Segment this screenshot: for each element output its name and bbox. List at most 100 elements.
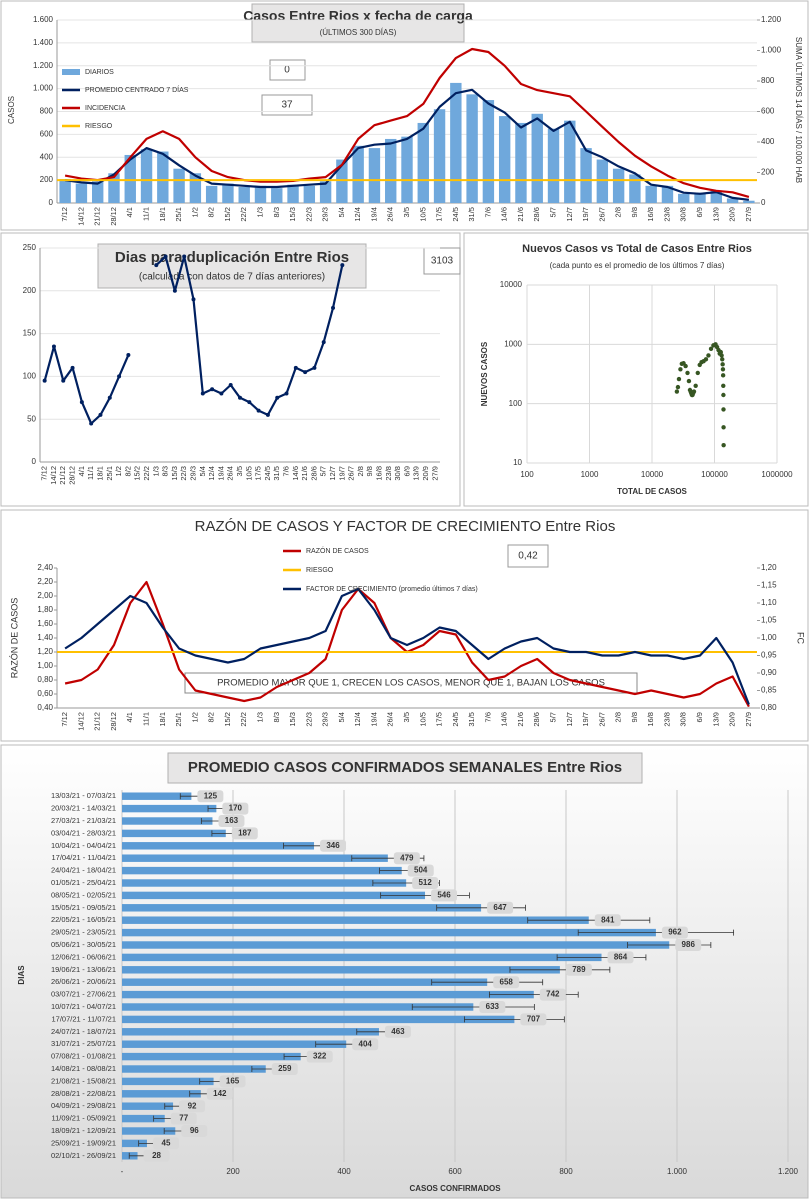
error-bar: [464, 1016, 565, 1023]
bar: [122, 817, 213, 825]
x-tick-label: 28/6: [532, 712, 541, 727]
x-tick-label: 10/5: [418, 712, 427, 727]
y-tick-label: 1,40: [37, 633, 53, 642]
y-tick-label: 28/08/21 - 22/08/21: [51, 1089, 116, 1098]
x-tick-label: 4/1: [125, 712, 134, 722]
title-box: [97, 243, 367, 289]
y-tick-label: 0,60: [37, 689, 53, 698]
y-axis-label: RAZÓN DE CASOS: [9, 598, 19, 679]
data-label: 633: [486, 1002, 500, 1011]
chart-title: PROMEDIO CASOS CONFIRMADOS SEMANALES Ent…: [188, 759, 622, 776]
bar: [303, 185, 316, 203]
error-bar: [577, 929, 735, 936]
y2-tick-label: 1,05: [761, 616, 777, 625]
x-tick-label: 28/12: [68, 466, 77, 485]
y-tick-label: 10/07/21 - 04/07/21: [51, 1002, 116, 1011]
x-tick-label: 31/5: [467, 712, 476, 727]
line-series: [64, 88, 750, 201]
bar: [122, 966, 560, 974]
bar: [75, 183, 88, 203]
y-tick-label: 03/07/21 - 27/06/21: [51, 990, 116, 999]
error-bar: [431, 979, 544, 986]
data-label-box: [206, 1087, 233, 1100]
bar: [450, 82, 462, 203]
point: [321, 340, 326, 345]
y-tick-label: 15/05/21 - 09/05/21: [51, 903, 116, 912]
point: [256, 408, 261, 413]
y-tick-label: 600: [40, 129, 54, 138]
point: [720, 357, 725, 362]
x-tick-label: 28/6: [532, 207, 541, 222]
y-tick-label: 24/04/21 - 18/04/21: [51, 866, 116, 875]
y-tick-label: 24/07/21 - 18/07/21: [51, 1027, 116, 1036]
legend-label: FACTOR DE CRECIMIENTO (promedio últimos …: [306, 586, 478, 593]
point: [210, 387, 215, 392]
y-tick-label: 10: [513, 458, 522, 467]
point: [721, 392, 726, 398]
point: [238, 395, 242, 400]
data-label: 163: [225, 816, 239, 825]
data-label: 170: [229, 804, 243, 813]
y-tick-label: 50: [27, 414, 36, 423]
data-label: 479: [400, 853, 414, 862]
x-tick-label: 24/5: [263, 466, 272, 481]
y2-tick-label: 400: [761, 137, 775, 146]
data-label: 707: [527, 1015, 541, 1024]
x-tick-label: 7/6: [483, 207, 492, 217]
bar: [122, 891, 426, 900]
point: [720, 373, 726, 378]
x-tick-label: 19/4: [216, 466, 225, 481]
bar: [92, 181, 104, 203]
annotation-box: [269, 59, 306, 81]
y-tick-label: 17/04/21 - 11/04/21: [52, 853, 117, 862]
y-tick-label: 0,40: [37, 703, 53, 712]
y2-tick-label: 0,85: [761, 686, 777, 695]
bar: [122, 990, 534, 999]
y-tick-label: 2,20: [37, 577, 53, 586]
x-tick-label: 28/12: [109, 207, 118, 226]
y-tick-label: 250: [23, 243, 37, 252]
bar: [122, 829, 226, 838]
y-tick-label: 29/05/21 - 23/05/21: [51, 928, 116, 937]
y2-tick-label: 600: [761, 107, 775, 116]
x-axis-label: TOTAL DE CASOS: [617, 487, 687, 496]
data-label-box: [487, 901, 514, 914]
x-tick-label: 5/4: [337, 712, 346, 722]
x-tick-label: 28/12: [109, 712, 118, 731]
data-label: 28: [152, 1151, 161, 1160]
y-tick-label: 31/07/21 - 25/07/21: [51, 1039, 116, 1048]
point: [89, 421, 94, 426]
x-tick-label: 19/7: [581, 207, 590, 222]
bar: [205, 185, 218, 203]
x-tick-label: 12/7: [565, 712, 574, 727]
point: [79, 400, 84, 405]
x-tick-label: 17/5: [435, 712, 444, 727]
y-tick-label: 1,00: [37, 661, 53, 670]
point: [172, 288, 177, 293]
bar: [122, 792, 192, 800]
panel: [463, 232, 809, 507]
data-label-box: [219, 1075, 246, 1088]
y2-tick-label: 0: [761, 198, 766, 207]
point: [708, 346, 714, 352]
x-tick-label: 100: [520, 470, 534, 479]
y-tick-label: 13/03/21 - 07/03/21: [51, 791, 116, 800]
bar: [222, 183, 234, 203]
x-tick-label: 9/8: [630, 712, 639, 722]
bar: [59, 178, 71, 203]
bar: [743, 200, 755, 203]
x-tick-label: 15/3: [170, 466, 179, 481]
y-tick-label: 2,00: [37, 591, 53, 600]
y-tick-label: 08/05/21 - 02/05/21: [51, 890, 116, 899]
x-tick-label: 17/5: [254, 466, 263, 481]
data-label-box: [539, 988, 566, 1001]
x-tick-label: 24/5: [451, 207, 460, 222]
y2-tick-label: 1.200: [761, 15, 782, 24]
x-tick-label: 8/2: [123, 466, 132, 476]
y-tick-label: 200: [40, 175, 54, 184]
x-tick-label: 12/4: [207, 466, 216, 481]
bar: [547, 128, 560, 203]
bar: [122, 953, 602, 962]
x-tick-label: 30/8: [679, 712, 688, 727]
